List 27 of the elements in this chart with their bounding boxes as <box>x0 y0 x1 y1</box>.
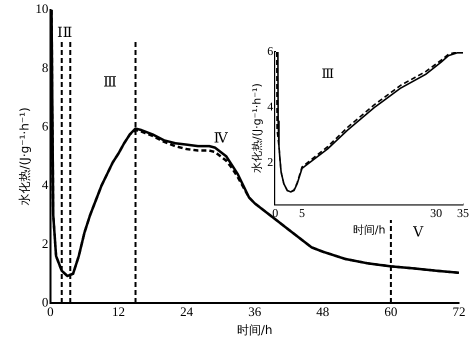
x-tick-label: 12 <box>112 304 125 320</box>
x-tick-label: 35 <box>457 206 469 220</box>
x-tick-label: 24 <box>180 304 194 320</box>
x-tick-label: 36 <box>248 304 262 320</box>
annotation: Ⅳ <box>214 130 229 146</box>
x-tick-label: 72 <box>452 304 466 320</box>
y-axis-title: 水化热/(J·g⁻¹·h⁻¹) <box>17 107 32 206</box>
y-tick-label: 6 <box>267 44 274 58</box>
y-tick-label: 4 <box>267 100 274 114</box>
y-tick-label: 10 <box>35 1 48 16</box>
y-tick-label: 4 <box>42 177 49 192</box>
y-tick-label: 8 <box>42 60 48 75</box>
x-axis-title: 时间/h <box>352 223 386 236</box>
annotation: Ⅲ <box>103 74 117 91</box>
x-tick-label: 5 <box>299 206 306 220</box>
y-tick-label: 6 <box>42 118 49 134</box>
annotation: Ⅴ <box>412 224 424 240</box>
x-tick-label: 30 <box>430 206 442 220</box>
y-tick-label: 2 <box>42 236 48 251</box>
x-tick-label: 48 <box>316 304 330 320</box>
x-tick-label: 60 <box>384 304 398 320</box>
y-tick-label: 2 <box>267 154 274 169</box>
annotation: ⅠⅡ <box>57 24 72 41</box>
y-axis-title: 水化热/(J·g⁻¹·h⁻¹) <box>250 83 264 174</box>
x-axis-title: 时间/h <box>236 322 273 337</box>
annotation: Ⅲ <box>322 67 334 82</box>
y-tick-label: 0 <box>42 294 48 310</box>
